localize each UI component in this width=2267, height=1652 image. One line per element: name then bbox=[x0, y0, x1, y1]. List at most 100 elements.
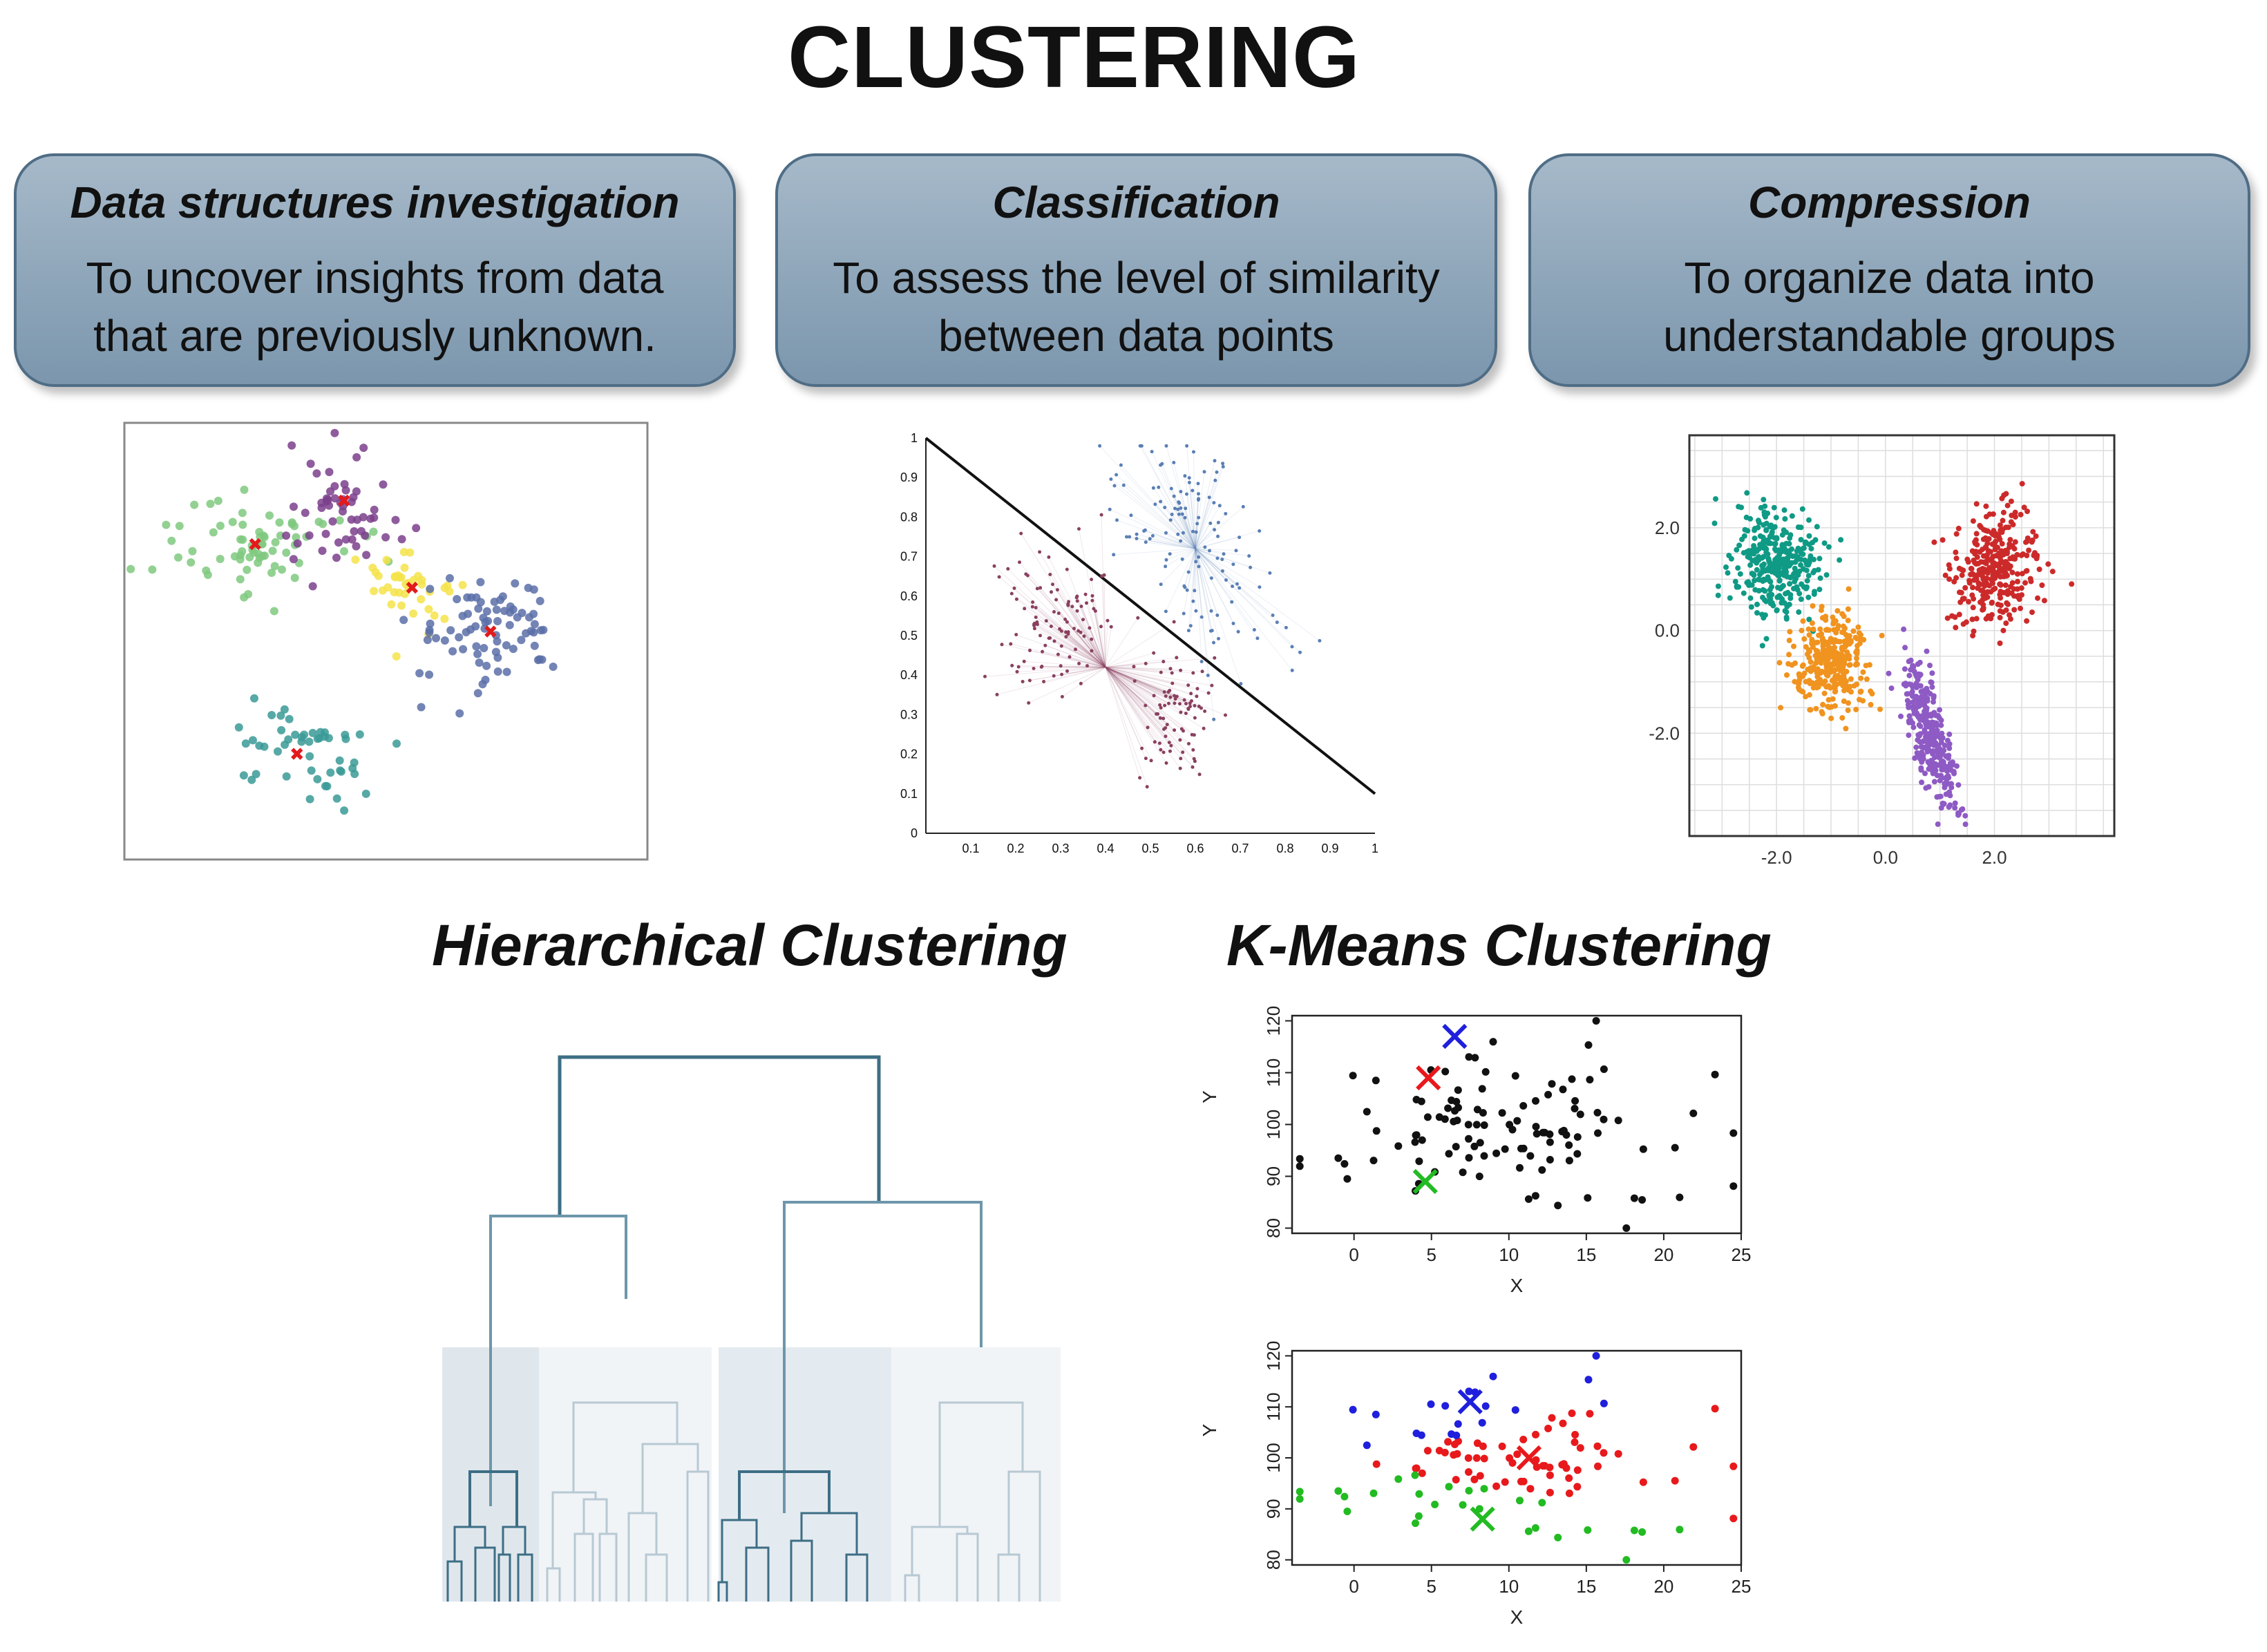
data-point bbox=[1833, 681, 1839, 687]
data-point bbox=[361, 789, 370, 798]
data-point bbox=[2029, 609, 2035, 616]
link-line bbox=[1105, 667, 1161, 750]
data-point bbox=[1217, 504, 1222, 508]
data-point bbox=[1801, 566, 1806, 572]
data-point bbox=[1844, 649, 1850, 655]
data-point bbox=[1052, 674, 1056, 678]
data-point bbox=[228, 518, 237, 526]
link-line bbox=[1195, 549, 1197, 611]
data-point bbox=[1077, 527, 1081, 531]
data-point bbox=[1775, 569, 1781, 575]
data-point bbox=[1249, 565, 1253, 569]
data-point bbox=[1837, 667, 1843, 674]
data-point bbox=[1445, 1483, 1453, 1491]
data-point bbox=[1125, 535, 1128, 539]
data-point bbox=[1928, 679, 1934, 685]
data-point bbox=[1964, 556, 1971, 562]
data-point bbox=[1910, 724, 1917, 730]
link-line bbox=[1105, 667, 1181, 671]
data-point bbox=[244, 590, 253, 598]
data-point bbox=[1343, 1508, 1351, 1515]
data-point bbox=[1987, 549, 1993, 555]
data-point bbox=[1169, 743, 1173, 748]
data-point bbox=[1193, 703, 1197, 708]
data-point bbox=[1423, 1447, 1432, 1455]
data-point bbox=[535, 596, 544, 605]
link-line bbox=[1105, 667, 1175, 731]
data-point bbox=[339, 507, 347, 516]
link-line bbox=[1105, 667, 1152, 761]
data-point bbox=[306, 459, 315, 468]
data-point bbox=[1906, 713, 1913, 719]
data-point bbox=[474, 604, 483, 613]
data-point bbox=[1151, 486, 1155, 490]
data-point bbox=[324, 734, 333, 743]
data-point bbox=[1594, 1462, 1602, 1470]
data-point bbox=[1546, 1488, 1554, 1497]
data-point bbox=[1763, 527, 1770, 533]
dendrogram-link bbox=[717, 1581, 728, 1602]
data-point bbox=[1776, 552, 1783, 558]
data-point bbox=[1191, 671, 1195, 675]
data-point bbox=[1179, 506, 1183, 510]
data-point bbox=[1079, 681, 1083, 685]
data-point bbox=[206, 500, 215, 509]
data-point bbox=[1197, 492, 1200, 496]
data-point bbox=[1067, 600, 1071, 604]
data-point bbox=[1161, 660, 1166, 663]
data-point bbox=[1258, 585, 1262, 589]
data-point bbox=[1997, 522, 2003, 529]
data-point bbox=[1191, 748, 1195, 752]
cluster-scatter-plot: ✖✖✖✖✖ bbox=[123, 421, 649, 861]
data-point bbox=[1584, 1376, 1593, 1384]
data-point bbox=[490, 598, 499, 606]
data-point bbox=[1832, 703, 1838, 709]
data-point bbox=[2011, 586, 2017, 592]
data-point bbox=[1769, 584, 1774, 590]
data-point bbox=[1538, 1166, 1546, 1174]
data-point bbox=[332, 794, 341, 803]
data-point bbox=[1812, 568, 1818, 573]
data-point bbox=[1833, 658, 1839, 665]
data-point bbox=[1454, 1086, 1462, 1094]
data-point bbox=[1220, 569, 1224, 573]
data-point bbox=[1776, 564, 1782, 570]
data-point bbox=[1372, 1410, 1380, 1418]
data-point bbox=[1454, 1420, 1462, 1428]
data-point bbox=[1754, 610, 1760, 616]
data-point bbox=[1727, 595, 1733, 601]
data-point bbox=[313, 775, 322, 784]
link-line bbox=[1195, 505, 1220, 549]
link-line bbox=[1186, 549, 1196, 591]
card-description-line: To uncover insights from data bbox=[86, 253, 664, 303]
centroid-marker: ✖ bbox=[336, 491, 352, 512]
data-point bbox=[475, 658, 484, 667]
data-point bbox=[1813, 647, 1819, 654]
data-point bbox=[1032, 667, 1036, 670]
data-point bbox=[371, 568, 380, 577]
cluster-band bbox=[891, 1347, 1061, 1602]
data-point bbox=[2041, 598, 2047, 604]
card-description: To assess the level of similarity betwee… bbox=[793, 249, 1481, 365]
data-point bbox=[1115, 518, 1119, 522]
data-point bbox=[1451, 1441, 1459, 1448]
link-line bbox=[1034, 625, 1106, 668]
data-point bbox=[480, 624, 489, 633]
link-line bbox=[1182, 548, 1196, 560]
dendrogram-link bbox=[904, 1574, 920, 1602]
data-point bbox=[241, 739, 250, 748]
link-line bbox=[1105, 667, 1172, 746]
data-point bbox=[1058, 627, 1062, 631]
data-point bbox=[1533, 1130, 1541, 1138]
data-point bbox=[536, 626, 545, 635]
data-point bbox=[1763, 539, 1769, 545]
link-line bbox=[1068, 634, 1106, 668]
data-point bbox=[1931, 779, 1937, 785]
data-point bbox=[1756, 576, 1761, 582]
link-line bbox=[1195, 502, 1215, 549]
data-point bbox=[1475, 1505, 1483, 1513]
link-line bbox=[1195, 548, 1234, 624]
data-point bbox=[1944, 737, 1951, 743]
data-point bbox=[1453, 1450, 1461, 1458]
data-point bbox=[1195, 694, 1199, 699]
